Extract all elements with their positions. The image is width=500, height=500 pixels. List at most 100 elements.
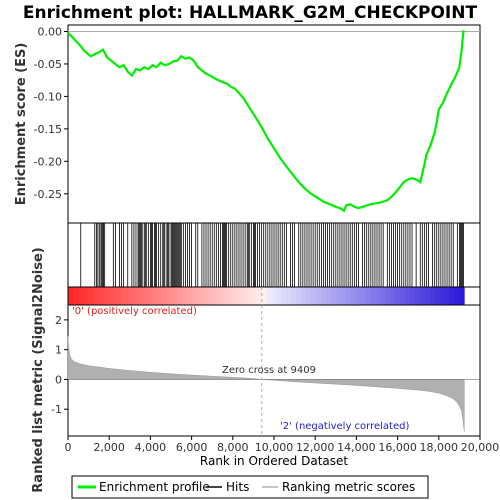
colorbar-segment (206, 287, 212, 305)
colorbar-segment (449, 287, 455, 305)
colorbar-segment (176, 287, 183, 305)
chart-title: Enrichment plot: HALLMARK_G2M_CHECKPOINT (23, 3, 478, 23)
colorbar-segment (340, 287, 346, 305)
metric-y-axis: 2 1 0 -1 (51, 314, 68, 416)
colorbar-segment (211, 287, 217, 305)
enrichment-profile-line (67, 30, 465, 213)
colorbar-segment (320, 287, 326, 305)
colorbar-segment (236, 287, 242, 305)
colorbar-segment (276, 287, 282, 305)
colorbar-segment (102, 287, 108, 305)
positive-correlation-label: '0' (positively correlated) (72, 306, 197, 317)
colorbar-segment (167, 287, 173, 305)
legend-box (71, 475, 429, 499)
colorbar-segment (454, 287, 460, 305)
xtick-label: 6,000 (176, 441, 208, 454)
xtick-label: 18,000 (420, 441, 459, 454)
xtick-label: 0 (65, 441, 72, 454)
es-ytick-label: -0.20 (34, 155, 62, 168)
xtick-label: 16,000 (378, 441, 417, 454)
colorbar-segment (310, 287, 317, 305)
es-ytick-label: -0.15 (34, 123, 62, 136)
colorbar-segment (394, 287, 401, 305)
colorbar-segment (251, 287, 257, 305)
colorbar-segment (305, 287, 312, 305)
ranking-metric-area (67, 336, 465, 432)
colorbar-segment (152, 287, 158, 305)
xtick-label: 2,000 (93, 441, 125, 454)
xtick-label: 4,000 (135, 441, 167, 454)
colorbar-segment (162, 287, 168, 305)
metric-axis-label: Ranked list metric (Signal2Noise) (31, 247, 46, 492)
ranking-metric-series (67, 287, 480, 436)
colorbar-segment (295, 287, 302, 305)
colorbar-segment (147, 287, 153, 305)
colorbar-segment (444, 287, 450, 305)
colorbar-segment (107, 287, 113, 305)
metric-ytick-label: 0 (55, 373, 62, 386)
colorbar-segment (246, 287, 252, 305)
enrichment-profile-series (67, 30, 480, 213)
colorbar-segment (409, 287, 416, 305)
es-ytick-label: -0.10 (34, 90, 62, 103)
colorbar-segment (370, 287, 376, 305)
colorbar-segment (77, 287, 84, 305)
colorbar-segment (87, 287, 94, 305)
colorbar-segment (157, 287, 163, 305)
colorbar-segment (68, 287, 74, 305)
colorbar-segment (127, 287, 133, 305)
colorbar-segment (186, 287, 193, 305)
es-axis-label: Enrichment score (ES) (14, 43, 29, 206)
hits-markers (80, 223, 464, 287)
colorbar-segment (419, 287, 426, 305)
colorbar-segment (429, 287, 435, 305)
es-ytick-label: 0.00 (38, 25, 63, 38)
legend-metric-label: Ranking metric scores (282, 480, 415, 494)
colorbar-segment (72, 287, 79, 305)
es-ytick-label: -0.05 (34, 58, 62, 71)
colorbar-segment (266, 287, 272, 305)
colorbar-segment (399, 287, 406, 305)
xtick-label: 14,000 (337, 441, 376, 454)
colorbar-segment (365, 287, 371, 305)
colorbar-segment (196, 287, 203, 305)
negative-correlation-label: '2' (negatively correlated) (280, 421, 409, 432)
colorbar-segment (385, 287, 391, 305)
colorbar-segment (226, 287, 232, 305)
colorbar-segment (439, 287, 445, 305)
colorbar-segment (355, 287, 361, 305)
xtick-label: 8,000 (217, 441, 249, 454)
colorbar-segment (375, 287, 381, 305)
legend-hits-label: Hits (226, 480, 249, 494)
colorbar-segment (325, 287, 331, 305)
colorbar-segment (137, 287, 143, 305)
colorbar-segment (414, 287, 421, 305)
colorbar-segment (201, 287, 208, 305)
colorbar-segment (191, 287, 198, 305)
colorbar-segment (92, 287, 99, 305)
colorbar-segment (231, 287, 237, 305)
colorbar-segment (241, 287, 247, 305)
colorbar-segment (142, 287, 148, 305)
legend: Enrichment profile Hits Ranking metric s… (71, 475, 429, 499)
colorbar-segment (335, 287, 341, 305)
colorbar-segment (290, 287, 297, 305)
colorbar-segment (271, 287, 277, 305)
colorbar-segment (122, 287, 128, 305)
colorbar-segment (390, 287, 396, 305)
colorbar-segment (281, 287, 287, 305)
colorbar-segment (345, 287, 351, 305)
x-axis-label: Rank in Ordered Dataset (200, 454, 348, 468)
colorbar-segment (300, 287, 307, 305)
legend-enrichment-label: Enrichment profile (99, 480, 210, 494)
metric-ytick-label: -1 (51, 403, 62, 416)
colorbar-segment (132, 287, 138, 305)
es-y-axis: 0.00 -0.05 -0.10 -0.15 -0.20 -0.25 (34, 25, 68, 201)
colorbar-segment (181, 287, 188, 305)
colorbar-segment (97, 287, 103, 305)
colorbar-segment (404, 287, 411, 305)
metric-ytick-label: 1 (55, 344, 62, 357)
colorbar-segment (360, 287, 366, 305)
colorbar-segment (117, 287, 123, 305)
